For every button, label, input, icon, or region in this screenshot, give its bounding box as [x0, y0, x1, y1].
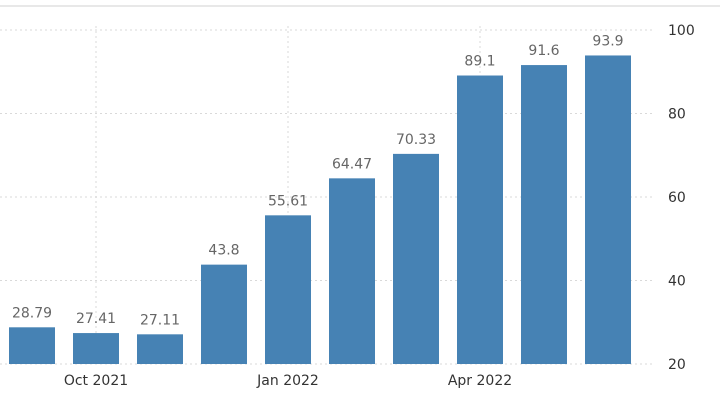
data-label: 43.8: [208, 243, 239, 259]
bar: [521, 65, 567, 364]
y-tick-label: 80: [668, 107, 686, 123]
y-tick-label: 20: [668, 357, 686, 373]
bar: [265, 215, 311, 364]
y-axis-ticks: 20 40 60 80 100: [668, 23, 695, 373]
data-label: 93.9: [592, 33, 623, 49]
data-label: 28.79: [12, 305, 52, 321]
data-label: 91.6: [528, 43, 559, 59]
x-axis-ticks: Oct 2021 Jan 2022 Apr 2022: [64, 373, 512, 389]
bar: [393, 153, 439, 364]
data-label: 27.41: [76, 311, 116, 327]
data-label: 64.47: [332, 156, 372, 172]
bar: [585, 55, 631, 364]
data-labels: 28.79 27.41 27.11 43.8 55.61 64.47 70.33 89.1 91…: [12, 33, 624, 328]
y-tick-label: 100: [668, 23, 695, 39]
bar: [73, 333, 119, 364]
data-label: 55.61: [268, 193, 308, 209]
bar: [201, 264, 247, 364]
data-label: 89.1: [464, 54, 495, 70]
x-tick-label: Apr 2022: [448, 373, 512, 389]
data-label: 27.11: [140, 312, 180, 328]
data-label: 70.33: [396, 132, 436, 148]
x-tick-label: Oct 2021: [64, 373, 128, 389]
y-tick-label: 60: [668, 190, 686, 206]
bar: [137, 334, 183, 364]
bar: [457, 75, 503, 364]
bar: [329, 178, 375, 364]
y-tick-label: 40: [668, 274, 686, 290]
bars: [9, 55, 631, 364]
bar: [9, 327, 55, 364]
x-tick-label: Jan 2022: [256, 373, 319, 389]
